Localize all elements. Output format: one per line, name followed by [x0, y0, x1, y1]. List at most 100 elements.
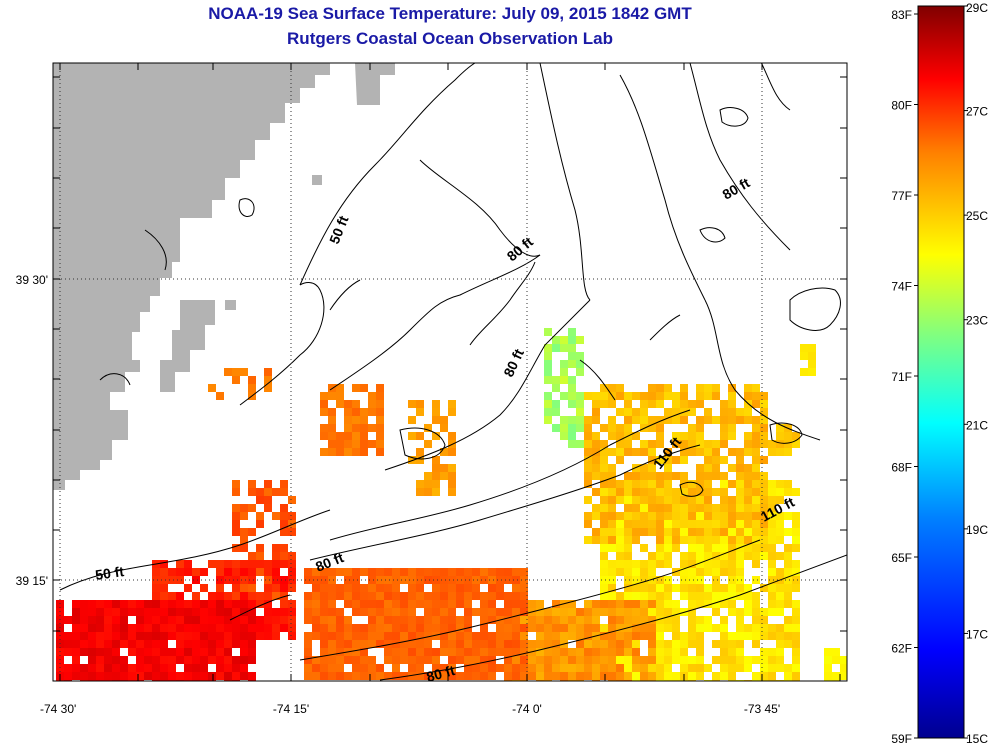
sst-pixel [336, 592, 344, 600]
sst-pixel [768, 600, 776, 608]
sst-pixel [416, 456, 424, 464]
sst-pixel [696, 472, 704, 480]
sst-pixel [688, 536, 696, 544]
sst-pixel [544, 648, 552, 656]
sst-pixel [416, 432, 424, 440]
sst-pixel [104, 632, 112, 640]
sst-pixel [448, 632, 456, 640]
sst-pixel [312, 672, 320, 680]
sst-pixel [280, 512, 288, 520]
sst-pixel [600, 496, 608, 504]
sst-pixel [344, 656, 352, 664]
sst-pixel [640, 408, 648, 416]
sst-pixel [392, 656, 400, 664]
sst-pixel [744, 496, 752, 504]
sst-pixel [504, 608, 512, 616]
sst-pixel [648, 576, 656, 584]
sst-pixel [784, 544, 792, 552]
sst-pixel [328, 384, 336, 392]
sst-pixel [360, 408, 368, 416]
sst-pixel [672, 440, 680, 448]
sst-pixel [568, 616, 576, 624]
sst-pixel [760, 512, 768, 520]
sst-pixel [624, 560, 632, 568]
sst-pixel [504, 640, 512, 648]
sst-pixel [64, 664, 72, 672]
sst-pixel [688, 632, 696, 640]
sst-pixel [616, 616, 624, 624]
sst-pixel [776, 640, 784, 648]
sst-pixel [784, 448, 792, 456]
sst-pixel [96, 608, 104, 616]
sst-pixel [152, 664, 160, 672]
sst-pixel [208, 600, 216, 608]
sst-pixel [672, 640, 680, 648]
sst-pixel [200, 664, 208, 672]
sst-pixel [656, 624, 664, 632]
sst-pixel [416, 624, 424, 632]
sst-pixel [576, 352, 584, 360]
sst-pixel [472, 576, 480, 584]
sst-pixel [264, 600, 272, 608]
map-title: NOAA-19 Sea Surface Temperature: July 09… [208, 4, 692, 23]
sst-pixel [720, 648, 728, 656]
sst-pixel [168, 656, 176, 664]
sst-pixel [680, 392, 688, 400]
sst-pixel [600, 384, 608, 392]
sst-pixel [664, 584, 672, 592]
sst-pixel [664, 656, 672, 664]
sst-pixel [688, 432, 696, 440]
sst-pixel [712, 392, 720, 400]
sst-pixel [448, 464, 456, 472]
sst-pixel [72, 632, 80, 640]
sst-pixel [72, 648, 80, 656]
sst-pixel [736, 456, 744, 464]
sst-pixel [760, 608, 768, 616]
sst-pixel [328, 408, 336, 416]
sst-pixel [712, 504, 720, 512]
sst-pixel [808, 344, 816, 352]
sst-pixel [280, 552, 288, 560]
sst-pixel [664, 504, 672, 512]
sst-pixel [752, 600, 760, 608]
sst-pixel [224, 664, 232, 672]
sst-pixel [368, 664, 376, 672]
sst-pixel [360, 432, 368, 440]
sst-pixel [648, 560, 656, 568]
sst-pixel [768, 648, 776, 656]
sst-pixel [720, 592, 728, 600]
sst-pixel [104, 616, 112, 624]
sst-pixel [512, 664, 520, 672]
sst-pixel [472, 640, 480, 648]
sst-pixel [256, 592, 264, 600]
sst-pixel [720, 408, 728, 416]
sst-pixel [272, 576, 280, 584]
sst-pixel [608, 512, 616, 520]
colorbar-label-celsius: 19C [966, 523, 988, 537]
sst-pixel [616, 536, 624, 544]
sst-pixel [592, 536, 600, 544]
sst-pixel [712, 560, 720, 568]
sst-pixel [592, 608, 600, 616]
sst-pixel [560, 432, 568, 440]
sst-pixel [400, 624, 408, 632]
sst-pixel [408, 632, 416, 640]
sst-pixel [480, 640, 488, 648]
sst-pixel [608, 496, 616, 504]
sst-pixel [392, 608, 400, 616]
sst-pixel [560, 416, 568, 424]
sst-pixel [536, 640, 544, 648]
sst-pixel [280, 544, 288, 552]
sst-pixel [608, 568, 616, 576]
sst-pixel [344, 632, 352, 640]
sst-pixel [600, 392, 608, 400]
sst-pixel [632, 664, 640, 672]
sst-pixel [320, 592, 328, 600]
sst-pixel [320, 616, 328, 624]
sst-pixel [440, 624, 448, 632]
sst-pixel [80, 648, 88, 656]
sst-pixel [424, 488, 432, 496]
sst-pixel [632, 432, 640, 440]
sst-pixel [424, 672, 432, 680]
sst-pixel [456, 584, 464, 592]
